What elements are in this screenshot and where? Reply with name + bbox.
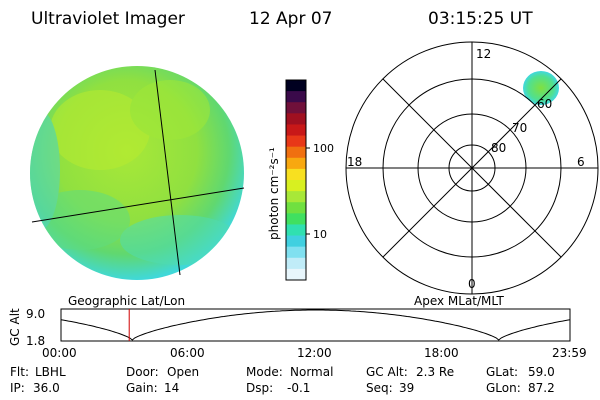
altitude-ylabel: GC Alt xyxy=(8,308,22,346)
seq-value: 39 xyxy=(399,381,414,395)
dsp-value: -0.1 xyxy=(287,381,310,395)
lat-label-80: 80 xyxy=(491,141,506,155)
colorbar-band xyxy=(286,180,306,192)
colorbar-band xyxy=(286,268,306,281)
altitude-ytick-max: 9.0 xyxy=(26,307,45,321)
colorbar-band xyxy=(286,168,306,181)
colorbar-band xyxy=(286,80,306,92)
altitude-xtick-2: 12:00 xyxy=(297,346,332,360)
colorbar-band xyxy=(286,146,306,159)
colorbar-label: photon cm⁻²s⁻¹ xyxy=(267,147,281,240)
ip-label: IP: xyxy=(10,381,25,395)
altitude-curve xyxy=(60,309,571,341)
lat-label-60: 60 xyxy=(537,97,552,111)
colorbar-band xyxy=(286,191,306,203)
aurora-blob xyxy=(523,71,559,105)
lat-label-70: 70 xyxy=(512,121,527,135)
ip-value: 36.0 xyxy=(33,381,60,395)
flt-label: Flt: xyxy=(10,365,29,379)
colorbar-band xyxy=(286,257,306,270)
colorbar-band xyxy=(286,246,306,259)
instrument-title: Ultraviolet Imager xyxy=(31,9,185,29)
glat-label: GLat: xyxy=(486,365,518,379)
meridian-line xyxy=(154,69,181,276)
altitude-xtick-1: 06:00 xyxy=(170,346,205,360)
status-panel: Flt: LBHL Door: Open Mode: Normal GC Alt… xyxy=(10,365,555,395)
mlt-label-bottom: 0 xyxy=(468,277,476,291)
gain-label: Gain: xyxy=(126,381,158,395)
mode-label: Mode: xyxy=(246,365,283,379)
door-label: Door: xyxy=(126,365,159,379)
gain-value: 14 xyxy=(164,381,179,395)
colorbar-tick-100: 100 xyxy=(313,142,334,155)
seq-label: Seq: xyxy=(366,381,393,395)
gcalt-value: 2.3 Re xyxy=(416,365,454,379)
mlt-label-left: 18 xyxy=(347,155,362,169)
flt-value: LBHL xyxy=(35,365,66,379)
colorbar: 100 10 photon cm⁻²s⁻¹ xyxy=(267,79,334,281)
altitude-xtick-0: 00:00 xyxy=(42,346,77,360)
earth-image xyxy=(30,66,245,280)
colorbar-band xyxy=(286,213,306,225)
right-panel-label: Apex MLat/MLT xyxy=(414,294,504,308)
polar-plot: 12 0 18 6 60 70 80 xyxy=(345,41,599,295)
colorbar-band xyxy=(286,235,306,248)
glon-label: GLon: xyxy=(486,381,521,395)
mode-value: Normal xyxy=(290,365,333,379)
colorbar-band xyxy=(286,113,306,125)
dsp-label: Dsp: xyxy=(246,381,273,395)
colorbar-band xyxy=(286,157,306,170)
colorbar-band xyxy=(286,202,306,214)
colorbar-band xyxy=(286,135,306,148)
mlt-label-right: 6 xyxy=(577,155,585,169)
altitude-xtick-4: 23:59 xyxy=(552,346,587,360)
colorbar-band xyxy=(286,102,306,114)
date-label: 12 Apr 07 xyxy=(249,9,332,29)
colorbar-band xyxy=(286,124,306,137)
gcalt-label: GC Alt: xyxy=(366,365,408,379)
glat-value: 59.0 xyxy=(528,365,555,379)
altitude-plot: GC Alt 9.0 1.8 00:00 06:00 12:00 18:00 2… xyxy=(8,307,587,360)
door-value: Open xyxy=(167,365,199,379)
altitude-ytick-min: 1.8 xyxy=(26,334,45,348)
parallel-line xyxy=(31,187,245,223)
colorbar-band xyxy=(286,224,306,237)
left-panel-label: Geographic Lat/Lon xyxy=(68,294,185,308)
glon-value: 87.2 xyxy=(528,381,555,395)
colorbar-tick-10: 10 xyxy=(313,228,327,241)
colorbar-band xyxy=(286,91,306,103)
mlt-label-top: 12 xyxy=(476,47,491,61)
altitude-xtick-3: 18:00 xyxy=(424,346,459,360)
time-label: 03:15:25 UT xyxy=(428,9,533,29)
